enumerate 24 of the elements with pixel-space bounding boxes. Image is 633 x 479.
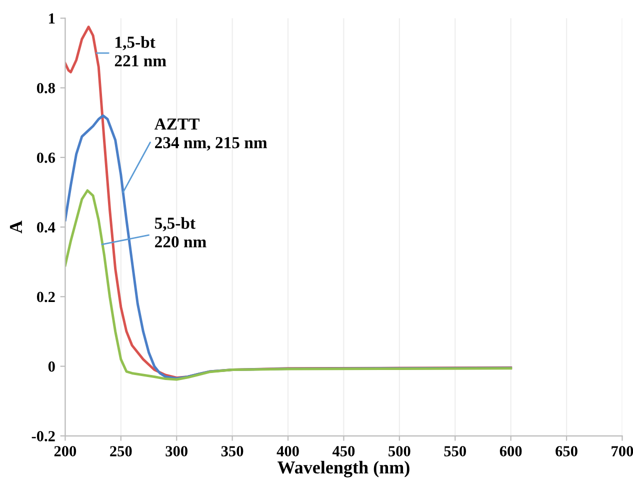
annotation: 5,5-bt 220 nm <box>154 217 206 248</box>
annotation: AZTT 234 nm, 215 nm <box>154 118 268 151</box>
y-tick-label: 1 <box>49 13 55 24</box>
x-tick-label: 300 <box>166 446 188 456</box>
x-tick-label: 400 <box>276 446 299 456</box>
y-tick-label: 0.2 <box>36 292 55 302</box>
x-tick-label: 350 <box>221 446 244 456</box>
y-axis-title: A <box>10 220 22 234</box>
x-tick-label: 450 <box>332 446 355 456</box>
x-tick-label: 550 <box>444 446 466 456</box>
y-tick-label: 0 <box>48 361 55 372</box>
x-tick-label: 500 <box>388 446 410 456</box>
x-tick-label: 200 <box>54 446 76 456</box>
line-series <box>65 189 512 381</box>
annotation: 1,5-bt 221 nm <box>114 36 166 66</box>
y-tick-label: -0.2 <box>32 431 55 442</box>
y-tick-label: 0.8 <box>36 82 55 94</box>
x-tick-label: 700 <box>612 446 633 456</box>
x-tick-label: 600 <box>500 446 522 456</box>
x-axis-title: Wavelength (nm) <box>278 460 410 478</box>
y-tick-label: 0.6 <box>36 152 56 163</box>
x-tick-label: 650 <box>556 446 578 456</box>
y-tick-label: 0.4 <box>36 222 56 233</box>
x-tick-label: 250 <box>110 446 132 456</box>
